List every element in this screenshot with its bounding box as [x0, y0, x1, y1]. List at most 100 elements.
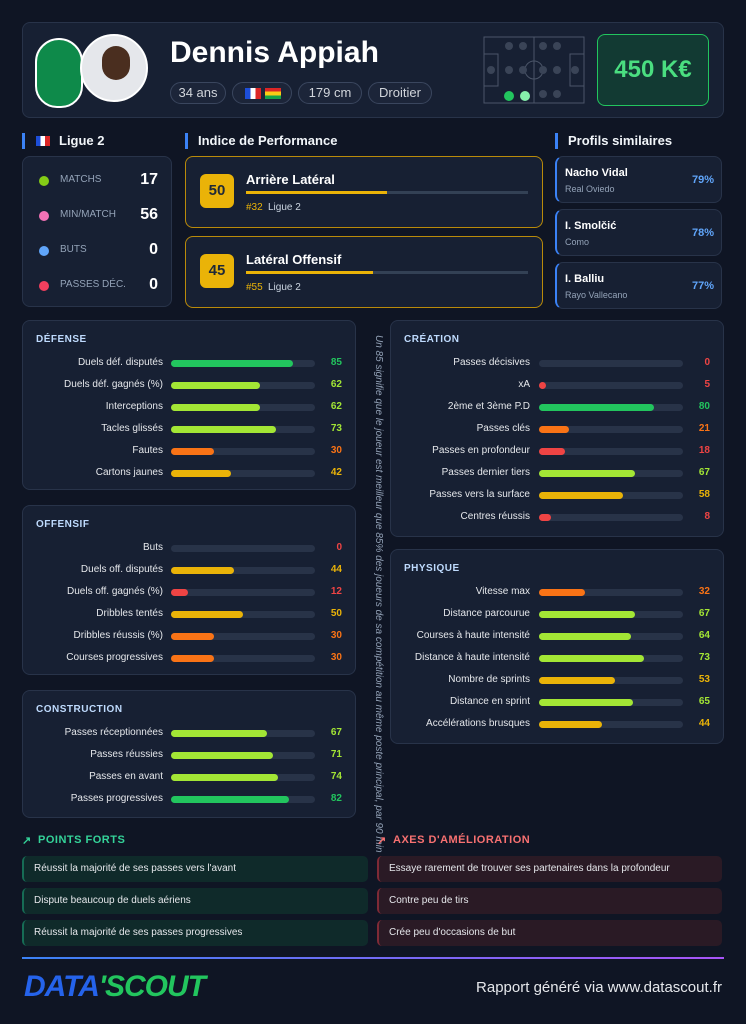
bar — [539, 382, 547, 389]
stat-label: MIN/MATCH — [60, 209, 116, 220]
stat-label: Passes progressives — [70, 793, 163, 804]
stat-label: Dribbles réussis (%) — [73, 630, 163, 641]
stat-icon — [39, 246, 49, 256]
stat-label: Cartons jaunes — [95, 467, 163, 478]
bar — [171, 589, 189, 596]
stat-value: 0 — [336, 542, 342, 553]
stat-value: 73 — [698, 652, 710, 663]
logo-b: 'SCOUT — [98, 970, 206, 1003]
bar — [171, 730, 268, 737]
bar — [539, 589, 586, 596]
similar-card — [555, 156, 722, 203]
similar-pct: 77% — [691, 280, 714, 292]
bar — [171, 360, 294, 367]
height-tag: 179 cm — [298, 82, 362, 104]
bar-track — [171, 633, 315, 640]
stat-value: 0 — [704, 357, 710, 368]
rank-league: Ligue 2 — [268, 202, 301, 213]
bar — [539, 611, 636, 618]
strengths-item: Réussit la majorité de ses passes progre… — [22, 920, 368, 946]
stat-value: 62 — [330, 401, 342, 412]
improvements-icon: ↗ — [377, 835, 387, 847]
similar-club: Como — [565, 237, 590, 247]
stat-value: 64 — [698, 630, 710, 641]
bar — [171, 567, 235, 574]
score-track — [246, 271, 528, 274]
bar — [171, 796, 290, 803]
bar-track — [539, 360, 683, 367]
stat-label: Passes vers la surface — [429, 489, 530, 500]
stat-label: Buts — [142, 542, 163, 553]
strengths-title: POINTS FORTS — [38, 834, 126, 846]
bar-track — [539, 382, 683, 389]
stat-label: Duels off. disputés — [80, 564, 163, 575]
bar — [539, 721, 603, 728]
stat-value: 0 — [149, 241, 158, 258]
mini-pitch — [483, 36, 585, 104]
bar-track — [171, 655, 315, 662]
stat-label: 2ème et 3ème P.D — [447, 401, 530, 412]
strengths-icon: ↗ — [22, 835, 32, 847]
similar-name: Nacho Vidal — [565, 167, 628, 179]
stat-value: 71 — [330, 749, 342, 760]
similar-club: Rayo Vallecano — [565, 290, 628, 300]
score-bar — [246, 271, 373, 274]
bar-track — [171, 589, 315, 596]
stat-label: Nombre de sprints — [448, 674, 530, 685]
stat-label: Passes décisives — [453, 357, 530, 368]
stat-value: 30 — [330, 445, 342, 456]
improvements-item: Contre peu de tirs — [377, 888, 722, 914]
stat-label: Tacles glissés — [101, 423, 163, 434]
similar-name: I. Balliu — [565, 273, 605, 285]
rank: #32 — [246, 202, 263, 213]
player-name: Dennis Appiah — [170, 36, 379, 69]
stat-icon — [39, 281, 49, 291]
stat-value: 53 — [698, 674, 710, 685]
bar — [171, 633, 215, 640]
rank-league: Ligue 2 — [268, 282, 301, 293]
bar — [171, 655, 215, 662]
stat-label: xA — [518, 379, 530, 390]
flag-fr — [245, 88, 261, 99]
stat-label: Passes réceptionnées — [64, 727, 163, 738]
stat-value: 58 — [698, 489, 710, 500]
stat-value: 50 — [330, 608, 342, 619]
section-title: CRÉATION — [404, 334, 460, 345]
section-title: OFFENSIF — [36, 519, 90, 530]
stat-value: 21 — [698, 423, 710, 434]
stat-value: 56 — [140, 206, 158, 223]
stat-label: Passes dernier tiers — [441, 467, 530, 478]
stat-label: Duels déf. disputés — [77, 357, 163, 368]
stat-label: Fautes — [132, 445, 163, 456]
bar — [171, 382, 261, 389]
improvements-item: Essaye rarement de trouver ses partenair… — [377, 856, 722, 882]
performance-title: Indice de Performance — [185, 133, 337, 149]
stat-label: Passes réussies — [90, 749, 163, 760]
bar — [539, 448, 565, 455]
strengths-item: Réussit la majorité de ses passes vers l… — [22, 856, 368, 882]
stat-label: MATCHS — [60, 174, 102, 185]
market-value: 450 K€ — [597, 34, 709, 106]
bar — [539, 677, 616, 684]
bar — [539, 655, 645, 662]
rank: #55 — [246, 282, 263, 293]
similar-name: I. Smolčić — [565, 220, 617, 232]
similar-pct: 79% — [691, 174, 714, 186]
bar — [171, 470, 232, 477]
stat-value: 32 — [698, 586, 710, 597]
bar-track — [539, 514, 683, 521]
stat-label: Accélérations brusques — [426, 718, 530, 729]
score-badge: 45 — [200, 254, 234, 288]
club-badge — [35, 38, 83, 108]
footer-text: Rapport généré via www.datascout.fr — [476, 979, 722, 996]
stat-value: 42 — [330, 467, 342, 478]
role: Arrière Latéral — [246, 172, 335, 187]
bar — [539, 492, 623, 499]
stat-icon — [39, 211, 49, 221]
bar-track — [539, 721, 683, 728]
bar — [171, 611, 243, 618]
section-title: CONSTRUCTION — [36, 704, 123, 715]
stat-value: 30 — [330, 630, 342, 641]
section-title: DÉFENSE — [36, 334, 87, 345]
